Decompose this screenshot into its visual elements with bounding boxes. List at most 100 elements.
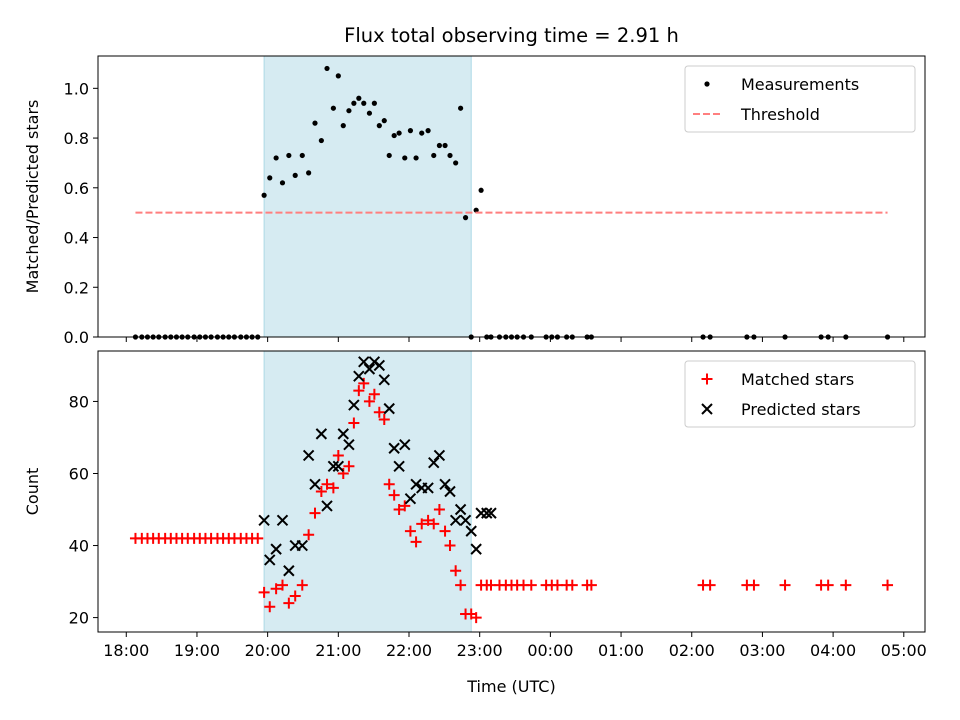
matched-star-point (428, 518, 440, 530)
measurement-point (330, 105, 336, 111)
y-axis-label: Count (23, 468, 42, 516)
matched-star-point (270, 583, 282, 595)
measurement-point (371, 100, 377, 106)
legend-box (684, 65, 916, 133)
measurement-point (356, 95, 362, 101)
measurement-point (261, 192, 267, 198)
predicted-star-point (315, 428, 328, 440)
matched-star-point (321, 478, 333, 490)
legend: Measurements Threshold (684, 65, 916, 133)
measurement-point (473, 207, 479, 213)
predicted-star-point (358, 356, 370, 368)
x-tick-label: 22:00 (386, 641, 432, 660)
predicted-star-point (422, 482, 434, 494)
predicted-star-point (388, 442, 400, 454)
matched-star-point (704, 579, 716, 591)
y-tick-label: 0.4 (64, 229, 89, 248)
measurement-point (458, 105, 464, 111)
y-tick-label: 0.8 (64, 129, 89, 148)
predicted-star-point (343, 438, 355, 451)
predicted-star-point (470, 543, 482, 555)
predicted-star-point (428, 456, 440, 469)
matched-star-point (444, 540, 456, 552)
measurement-point (324, 65, 330, 72)
panel-1: 0.0 0.2 0.4 0.6 0.8 1.0 Matched/Predicted star… (23, 24, 926, 347)
measurement-point (366, 110, 373, 116)
x-tick-label: 02:00 (669, 641, 715, 660)
y-tick-label: 0.6 (64, 179, 89, 198)
predicted-star-point (459, 514, 472, 527)
measurement-point (335, 73, 341, 79)
matched-star-point (264, 601, 276, 613)
measurement-point (431, 152, 437, 159)
predicted-star-point (485, 507, 497, 519)
matched-star-point (433, 504, 445, 516)
matched-star-point (393, 504, 405, 516)
matched-star-point (470, 612, 482, 624)
matched-star-point (439, 525, 451, 537)
matched-star-point (525, 579, 537, 591)
matched-star-point (551, 579, 563, 591)
predicted-star-point (399, 438, 411, 451)
predicted-star-point (378, 374, 390, 386)
matched-star-point (315, 486, 327, 497)
measurement-point (318, 137, 324, 144)
predicted-star-point (302, 449, 315, 462)
predicted-star-point (410, 478, 422, 491)
measurement-point (442, 142, 448, 149)
y-tick-label: 0.2 (64, 278, 89, 297)
matched-star-point (283, 597, 295, 609)
matched-star-point (748, 579, 760, 591)
matched-star-point (368, 388, 380, 400)
measurement-point (267, 175, 273, 181)
legend-marker-x (701, 403, 713, 415)
predicted-star-point (337, 428, 349, 440)
measurement-point (376, 123, 382, 129)
measurement-point (346, 108, 352, 114)
measurement-point (453, 160, 459, 166)
y-tick-label: 80 (69, 392, 89, 411)
measurement-point (478, 187, 484, 193)
predicted-star-point (296, 539, 308, 552)
predicted-star-point (264, 554, 276, 566)
measurement-point (396, 130, 402, 136)
measurement-point (462, 215, 469, 221)
matched-star-point (779, 579, 791, 591)
legend-box (684, 360, 916, 428)
predicted-star-point (258, 514, 270, 527)
predicted-star-point (393, 460, 405, 472)
predicted-star-point (444, 485, 456, 498)
measurement-point (351, 100, 357, 106)
measurement-point (402, 155, 408, 161)
matched-star-point (373, 406, 385, 418)
predicted-star-point (454, 503, 467, 516)
x-tick-label: 05:00 (881, 641, 927, 660)
matched-star-point (363, 395, 375, 407)
predicted-star-point (481, 507, 493, 519)
x-tick-label: 21:00 (315, 641, 361, 660)
measurement-point (447, 152, 453, 159)
measurement-point (299, 152, 305, 159)
x-tick-label: 01:00 (598, 641, 644, 660)
matched-star-point (566, 579, 578, 591)
matched-star-point (348, 417, 360, 429)
measurement-point (407, 128, 414, 134)
predicted-star-point (270, 543, 282, 555)
legend-marker-plus (701, 373, 713, 385)
y-tick-label: 0.0 (64, 328, 89, 347)
y-axis-label: Matched/Predicted stars (23, 100, 42, 294)
measurement-point (419, 130, 425, 136)
measurement-point (306, 170, 312, 176)
matched-star-point (416, 518, 428, 530)
predicted-star-point (373, 359, 386, 372)
predicted-star-point (465, 525, 477, 537)
legend-label: Matched stars (741, 370, 854, 389)
observing-span-shade (263, 350, 472, 633)
predicted-star-point (439, 478, 451, 491)
legend-label: Measurements (741, 75, 859, 94)
predicted-star-point (449, 514, 462, 527)
x-tick-label: 03:00 (739, 641, 785, 660)
matched-star-point (450, 565, 462, 577)
predicted-star-point (276, 514, 289, 527)
